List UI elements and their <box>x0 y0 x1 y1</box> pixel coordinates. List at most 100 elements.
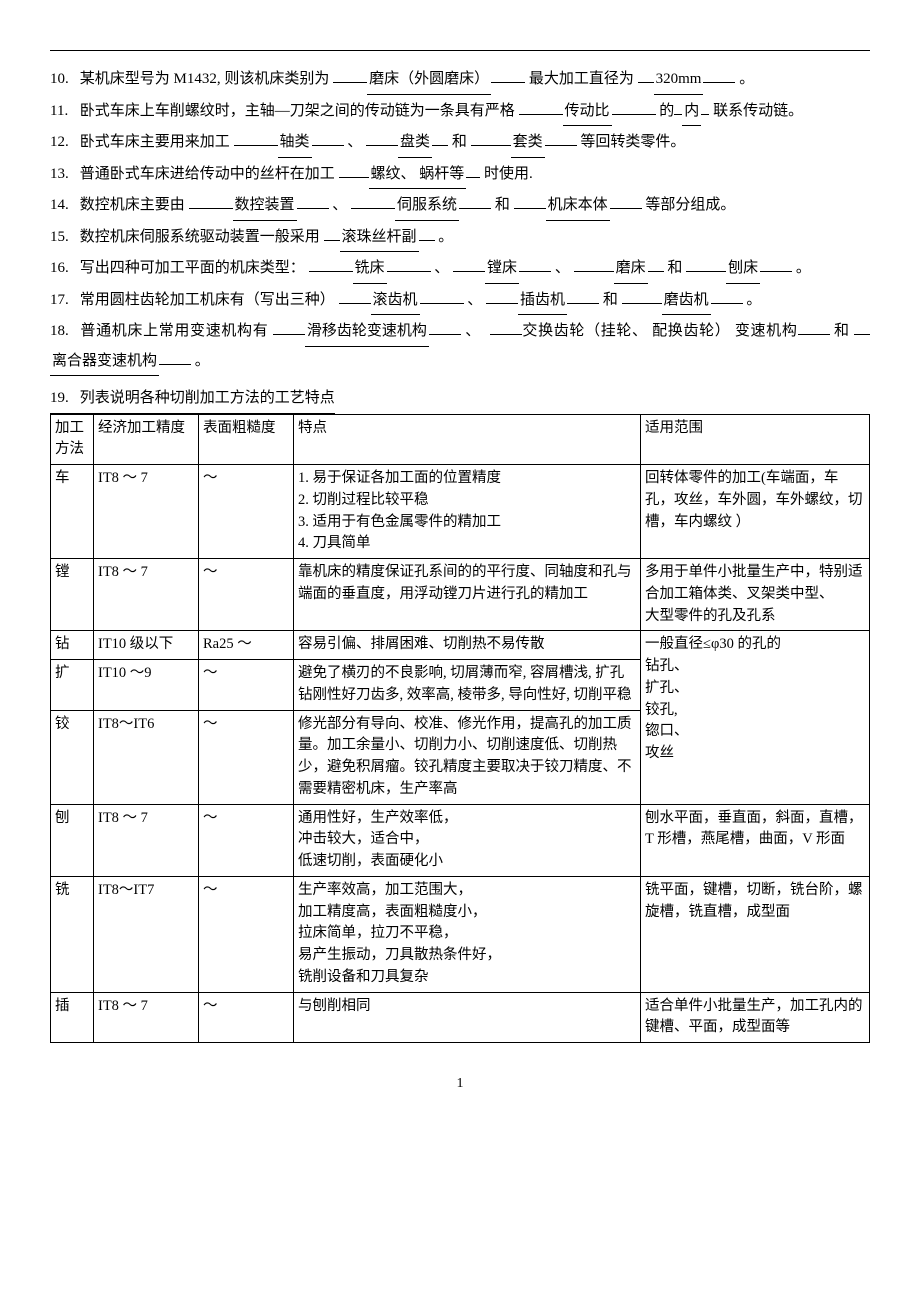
cell-rough: Ra25 ～ <box>199 631 294 660</box>
cell-feature: 通用性好，生产效率低，冲击较大，适合中，低速切削，表面硬化小 <box>294 804 641 876</box>
blank <box>703 82 735 83</box>
th-method: 加工方法 <box>51 414 94 465</box>
cell-rough: ～ <box>199 804 294 876</box>
q-text: 、 <box>465 323 481 339</box>
cell-feature: 避免了横刃的不良影响, 切屑薄而窄, 容屑槽浅, 扩孔钻刚性好刀齿多, 效率高,… <box>294 660 641 711</box>
q-num: 14. <box>50 191 76 220</box>
blank <box>701 114 709 115</box>
blank <box>297 208 329 209</box>
q-text: 列表说明各种切削加工方法的工艺特点 <box>80 390 335 406</box>
answer: 数控装置 <box>233 191 297 221</box>
table-row: 钻 IT10 级以下 Ra25 ～ 容易引偏、排屑困难、切削热不易传散 一般直径… <box>51 631 870 660</box>
cell-precision: IT10 级以下 <box>94 631 199 660</box>
q-num: 13. <box>50 160 76 189</box>
q-text: 等部分组成。 <box>645 197 735 213</box>
q-num: 17. <box>50 286 76 315</box>
cell-feature: 生产率效高，加工范围大，加工精度高，表面粗糙度小，拉床简单，拉刀不平稳，易产生振… <box>294 876 641 992</box>
answer: 磨床（外圆磨床） <box>367 65 491 95</box>
cell-feature: 1. 易于保证各加工面的位置精度2. 切削过程比较平稳3. 适用于有色金属零件的… <box>294 465 641 559</box>
question-14: 14. 数控机床主要由 数控装置 、 伺服系统 和 机床本体 等部分组成。 <box>50 191 870 221</box>
answer: 滚珠丝杆副 <box>340 223 419 253</box>
q-text: 、 <box>347 134 362 150</box>
blank <box>159 364 191 365</box>
cell-method: 钻 <box>51 631 94 660</box>
q-text: 某机床型号为 M1432, 则该机床类别为 <box>80 71 330 87</box>
blank <box>711 303 743 304</box>
answer: 盘类 <box>398 128 432 158</box>
table-row: 铣 IT8～IT7 ～ 生产率效高，加工范围大，加工精度高，表面粗糙度小，拉床简… <box>51 876 870 992</box>
blank <box>567 303 599 304</box>
q-text: 和 <box>667 260 682 276</box>
q-text: 时使用. <box>484 166 533 182</box>
blank <box>234 145 278 146</box>
blank <box>648 271 664 272</box>
blank <box>432 145 448 146</box>
cell-method: 插 <box>51 992 94 1043</box>
answer: 插齿机 <box>518 286 567 316</box>
blank <box>514 208 546 209</box>
blank <box>486 303 518 304</box>
answer: 镗床 <box>485 254 519 284</box>
question-18: 18. 普通机床上常用变速机构有 滑移齿轮变速机构 、 交换齿轮（挂轮、 配换齿… <box>50 317 870 376</box>
q-text: 、 <box>467 292 482 308</box>
q-text: 数控机床伺服系统驱动装置一般采用 <box>80 229 320 245</box>
question-13: 13. 普通卧式车床进给传动中的丝杆在加工 螺纹、 蜗杆等 时使用. <box>50 160 870 190</box>
q-num: 15. <box>50 223 76 252</box>
blank <box>760 271 792 272</box>
answer: 螺纹、 蜗杆等 <box>369 160 467 190</box>
question-19: 19. 列表说明各种切削加工方法的工艺特点 <box>50 378 870 414</box>
q-text: 、 <box>555 260 570 276</box>
table-header-row: 加工方法 经济加工精度 表面粗糙度 特点 适用范围 <box>51 414 870 465</box>
answer: 磨床 <box>614 254 648 284</box>
blank <box>545 145 577 146</box>
q-text: 。 <box>796 260 811 276</box>
process-table: 加工方法 经济加工精度 表面粗糙度 特点 适用范围 车 IT8 ～ 7 ～ 1.… <box>50 414 870 1044</box>
cell-method: 镗 <box>51 559 94 631</box>
q-text: 卧式车床主要用来加工 <box>80 134 230 150</box>
q-num: 10. <box>50 65 76 94</box>
cell-feature: 与刨削相同 <box>294 992 641 1043</box>
th-feature: 特点 <box>294 414 641 465</box>
q-text: 普通卧式车床进给传动中的丝杆在加工 <box>80 166 335 182</box>
cell-method: 扩 <box>51 660 94 711</box>
cell-method: 车 <box>51 465 94 559</box>
q-num: 11. <box>50 97 76 126</box>
cell-method: 铰 <box>51 710 94 804</box>
blank <box>674 114 682 115</box>
blank <box>638 82 654 83</box>
q-text: 和 <box>495 197 510 213</box>
cell-scope: 回转体零件的加工(车端面，车孔，攻丝，车外圆，车外螺纹，切槽，车内螺纹 ） <box>641 465 870 559</box>
scope-part2: 铰孔,锪口、攻丝 <box>645 702 689 762</box>
blank <box>273 334 305 335</box>
blank <box>622 303 662 304</box>
q-text: 、 <box>434 260 449 276</box>
blank <box>419 240 435 241</box>
answer: 机床本体 <box>546 191 610 221</box>
cell-precision: IT8 ～ 7 <box>94 992 199 1043</box>
answer: 传动比 <box>563 97 612 127</box>
q-text: 。 <box>739 71 754 87</box>
cell-precision: IT8 ～ 7 <box>94 559 199 631</box>
blank <box>612 114 656 115</box>
cell-scope: 铣平面，键槽，切断，铣台阶，螺旋槽，铣直槽，成型面 <box>641 876 870 992</box>
th-scope: 适用范围 <box>641 414 870 465</box>
answer: 铣床 <box>353 254 387 284</box>
blank <box>333 82 367 83</box>
table-row: 镗 IT8 ～ 7 ～ 靠机床的精度保证孔系间的的平行度、同轴度和孔与端面的垂直… <box>51 559 870 631</box>
cell-precision: IT8 ～ 7 <box>94 465 199 559</box>
cell-precision: IT8～IT7 <box>94 876 199 992</box>
q-text: 普通机床上常用变速机构有 <box>80 323 268 339</box>
question-17: 17. 常用圆柱齿轮加工机床有（写出三种） 滚齿机 、 插齿机 和 磨齿机 。 <box>50 286 870 316</box>
blank <box>519 114 563 115</box>
question-10: 10. 某机床型号为 M1432, 则该机床类别为 磨床（外圆磨床） 最大加工直… <box>50 65 870 95</box>
cell-precision: IT8 ～ 7 <box>94 804 199 876</box>
table-row: 车 IT8 ～ 7 ～ 1. 易于保证各加工面的位置精度2. 切削过程比较平稳3… <box>51 465 870 559</box>
answer: 刨床 <box>726 254 760 284</box>
cell-rough: ～ <box>199 660 294 711</box>
blank <box>339 303 371 304</box>
blank <box>387 271 431 272</box>
table-body: 车 IT8 ～ 7 ～ 1. 易于保证各加工面的位置精度2. 切削过程比较平稳3… <box>51 465 870 1043</box>
cell-method: 铣 <box>51 876 94 992</box>
q-text: 。 <box>438 229 453 245</box>
th-precision: 经济加工精度 <box>94 414 199 465</box>
